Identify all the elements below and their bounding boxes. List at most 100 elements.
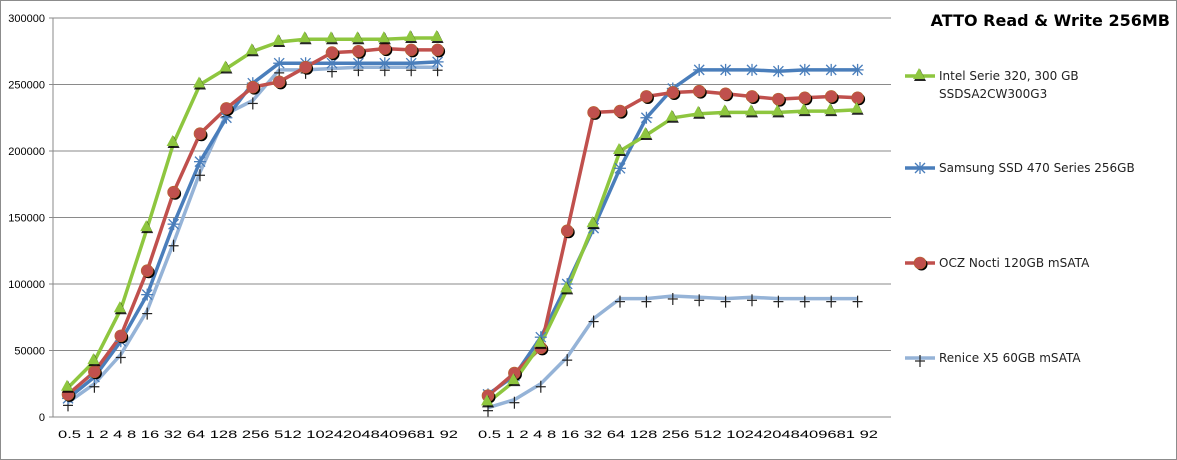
data-point (404, 29, 417, 41)
data-point (193, 127, 207, 141)
data-point (481, 394, 493, 406)
data-point (746, 63, 758, 76)
legend-label: Renice X5 60GB mSATA (939, 351, 1081, 365)
data-point (168, 239, 179, 252)
data-point (798, 91, 812, 105)
data-point (325, 31, 337, 43)
data-point (299, 60, 312, 74)
data-point (772, 92, 785, 106)
y-tick-label: 0 (39, 412, 45, 424)
axes (49, 17, 891, 418)
data-point (533, 335, 546, 347)
series-line (66, 65, 438, 404)
data-point (272, 75, 286, 89)
legend-item: Samsung SSD 470 Series 256GB (905, 161, 1135, 175)
data-point (615, 295, 625, 308)
data-point (272, 33, 285, 45)
x-tick-labels: 0.5 1 2 4 8 16 32 64 128 256 512 1024204… (478, 429, 878, 441)
data-point (378, 42, 392, 55)
data-point (693, 63, 706, 76)
data-point (352, 57, 365, 70)
data-point (325, 46, 339, 59)
series-markers (61, 29, 444, 393)
data-point (692, 105, 705, 117)
data-point (167, 218, 180, 231)
data-point (220, 102, 233, 115)
data-point (694, 294, 705, 307)
data-point (641, 295, 652, 308)
data-point (914, 162, 926, 174)
data-point (913, 256, 927, 270)
data-point (61, 379, 73, 391)
data-point (246, 80, 260, 94)
data-point (195, 169, 205, 182)
data-point (245, 43, 258, 55)
series-markers (481, 84, 866, 404)
series-group (61, 29, 866, 417)
y-tick-label: 200000 (8, 146, 45, 158)
data-point (247, 97, 258, 110)
data-point (640, 111, 653, 124)
series-line (486, 108, 858, 404)
x-tick-labels: 0.5 1 2 4 8 16 32 64 128 256 512 1024204… (58, 429, 458, 441)
data-point (799, 295, 810, 308)
data-point (298, 31, 311, 43)
y-tick-label: 150000 (8, 213, 45, 225)
data-point (913, 68, 925, 79)
legend-item: Renice X5 60GB mSATA (905, 351, 1081, 367)
data-point (826, 295, 837, 308)
data-point (667, 292, 678, 305)
data-point (719, 63, 732, 76)
data-point (87, 353, 100, 365)
legend-item: OCZ Nocti 120GB mSATA (905, 256, 1090, 271)
data-point (167, 185, 180, 199)
tick-labels: 0 50000 100000 150000 200000 250000 300000 0.5 … (8, 13, 878, 441)
data-point (851, 63, 864, 76)
data-point (771, 104, 784, 116)
data-point (140, 220, 153, 232)
data-point (378, 57, 391, 70)
data-point (773, 295, 784, 308)
data-point (141, 288, 154, 301)
data-point (639, 127, 652, 139)
legend-label: OCZ Nocti 120GB mSATA (939, 256, 1090, 270)
series-markers (61, 42, 446, 402)
data-point (166, 135, 179, 147)
data-point (142, 307, 153, 320)
legend-label: SSDSA2CW300G3 (939, 87, 1047, 101)
data-point (745, 104, 757, 116)
chart-title: ATTO Read & Write 256MB (931, 11, 1170, 30)
data-point (507, 373, 520, 385)
data-point (851, 91, 864, 105)
data-point (219, 60, 232, 72)
data-point (405, 57, 418, 70)
data-point (613, 104, 627, 118)
y-tick-label: 250000 (8, 80, 45, 92)
data-point (326, 57, 338, 70)
data-point (747, 294, 757, 307)
data-point (535, 380, 546, 393)
data-point (745, 90, 759, 103)
data-point (850, 101, 863, 113)
series-markers (481, 101, 864, 408)
data-point (613, 143, 625, 154)
data-point (560, 224, 574, 238)
data-point (825, 63, 838, 76)
data-point (614, 162, 626, 175)
data-point (665, 109, 678, 121)
y-tick-label: 50000 (14, 346, 45, 358)
y-tick-label: 300000 (8, 13, 45, 25)
data-point (193, 76, 205, 88)
data-point (404, 43, 418, 57)
data-point (852, 295, 863, 308)
data-point (352, 44, 365, 58)
data-point (430, 29, 443, 41)
data-point (588, 315, 599, 328)
data-point (431, 43, 444, 57)
legend-label: Intel Serie 320, 300 GB (939, 69, 1079, 83)
y-tick-label: 100000 (8, 279, 45, 291)
data-point (692, 84, 706, 98)
data-point (720, 295, 731, 308)
data-point (640, 90, 653, 103)
